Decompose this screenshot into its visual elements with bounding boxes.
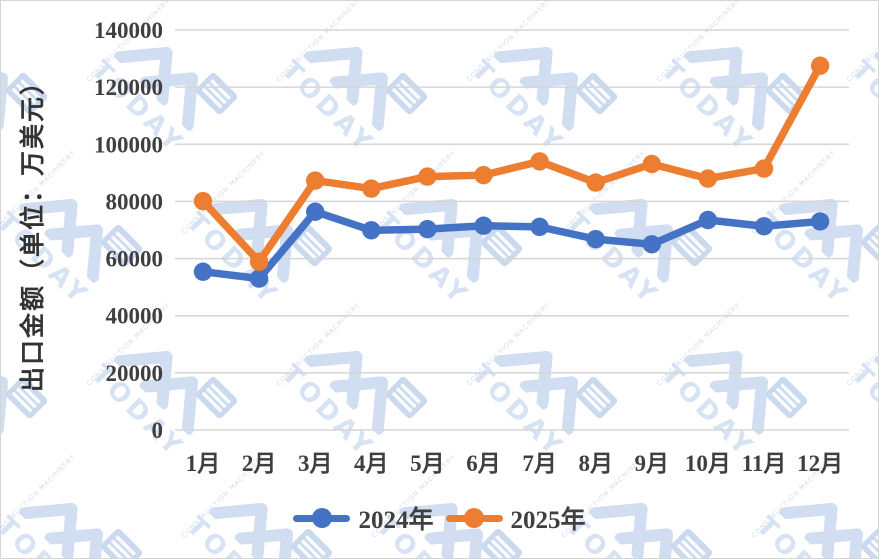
data-point-2024年-4月 (362, 221, 381, 240)
y-axis-title: 出口金额（单位：万美元） (20, 67, 47, 393)
data-point-2025年-10月 (698, 169, 718, 188)
legend-item-2024: 2024年 (293, 500, 434, 536)
data-point-2025年-9月 (642, 154, 661, 174)
data-point-2025年-11月 (754, 159, 774, 178)
x-tick-label: 2月 (242, 451, 277, 476)
x-tick-label: 5月 (410, 451, 445, 476)
y-tick-label: 0 (152, 418, 164, 443)
series-line-2024年 (199, 207, 824, 283)
data-point-2025年-4月 (362, 179, 381, 198)
data-point-2024年-5月 (418, 219, 437, 239)
y-tick-label: 60000 (106, 247, 164, 272)
data-point-2024年-7月 (530, 217, 549, 237)
x-tick-label: 9月 (635, 451, 670, 476)
data-point-2025年-6月 (474, 165, 493, 185)
legend-label-2024: 2024年 (358, 507, 434, 534)
legend-label-2025: 2025年 (510, 507, 586, 534)
x-tick-label: 8月 (578, 451, 613, 476)
x-tick-label: 4月 (354, 451, 389, 476)
data-point-2025年-12月 (810, 56, 830, 75)
data-point-2024年-3月 (306, 202, 325, 221)
data-point-2024年-11月 (754, 217, 774, 236)
y-tick-label: 80000 (106, 189, 164, 214)
x-tick-label: 10月 (685, 451, 731, 476)
legend-marker-2025-icon (445, 508, 503, 528)
y-tick-label: 120000 (94, 75, 163, 100)
y-tick-label: 40000 (106, 304, 164, 329)
x-tick-label: 3月 (298, 451, 333, 476)
data-point-2025年-1月 (193, 191, 213, 211)
data-point-2024年-2月 (249, 269, 269, 288)
series-line-2025年 (199, 61, 824, 266)
data-point-2024年-12月 (810, 212, 830, 231)
data-point-2025年-3月 (306, 171, 325, 190)
chart-legend: 2024年 2025年 (1, 500, 878, 536)
y-tick-label: 20000 (106, 361, 164, 386)
x-tick-label: 6月 (466, 451, 501, 476)
data-point-2024年-9月 (642, 235, 661, 254)
data-point-2025年-5月 (418, 167, 437, 186)
data-point-2025年-7月 (530, 152, 549, 171)
y-tick-label: 140000 (94, 18, 163, 43)
data-point-2024年-10月 (698, 210, 718, 230)
legend-marker-2024-icon (293, 508, 351, 528)
data-point-2024年-8月 (586, 229, 605, 249)
legend-item-2025: 2025年 (445, 500, 586, 536)
data-point-2025年-8月 (586, 173, 605, 192)
data-point-2024年-1月 (193, 262, 213, 281)
x-tick-label: 7月 (522, 451, 557, 476)
y-tick-label: 100000 (94, 132, 163, 157)
x-tick-label: 12月 (797, 451, 843, 476)
x-tick-label: 11月 (742, 451, 787, 476)
data-point-2025年-2月 (249, 252, 269, 271)
data-point-2024年-6月 (474, 216, 493, 235)
x-tick-label: 1月 (186, 451, 221, 476)
